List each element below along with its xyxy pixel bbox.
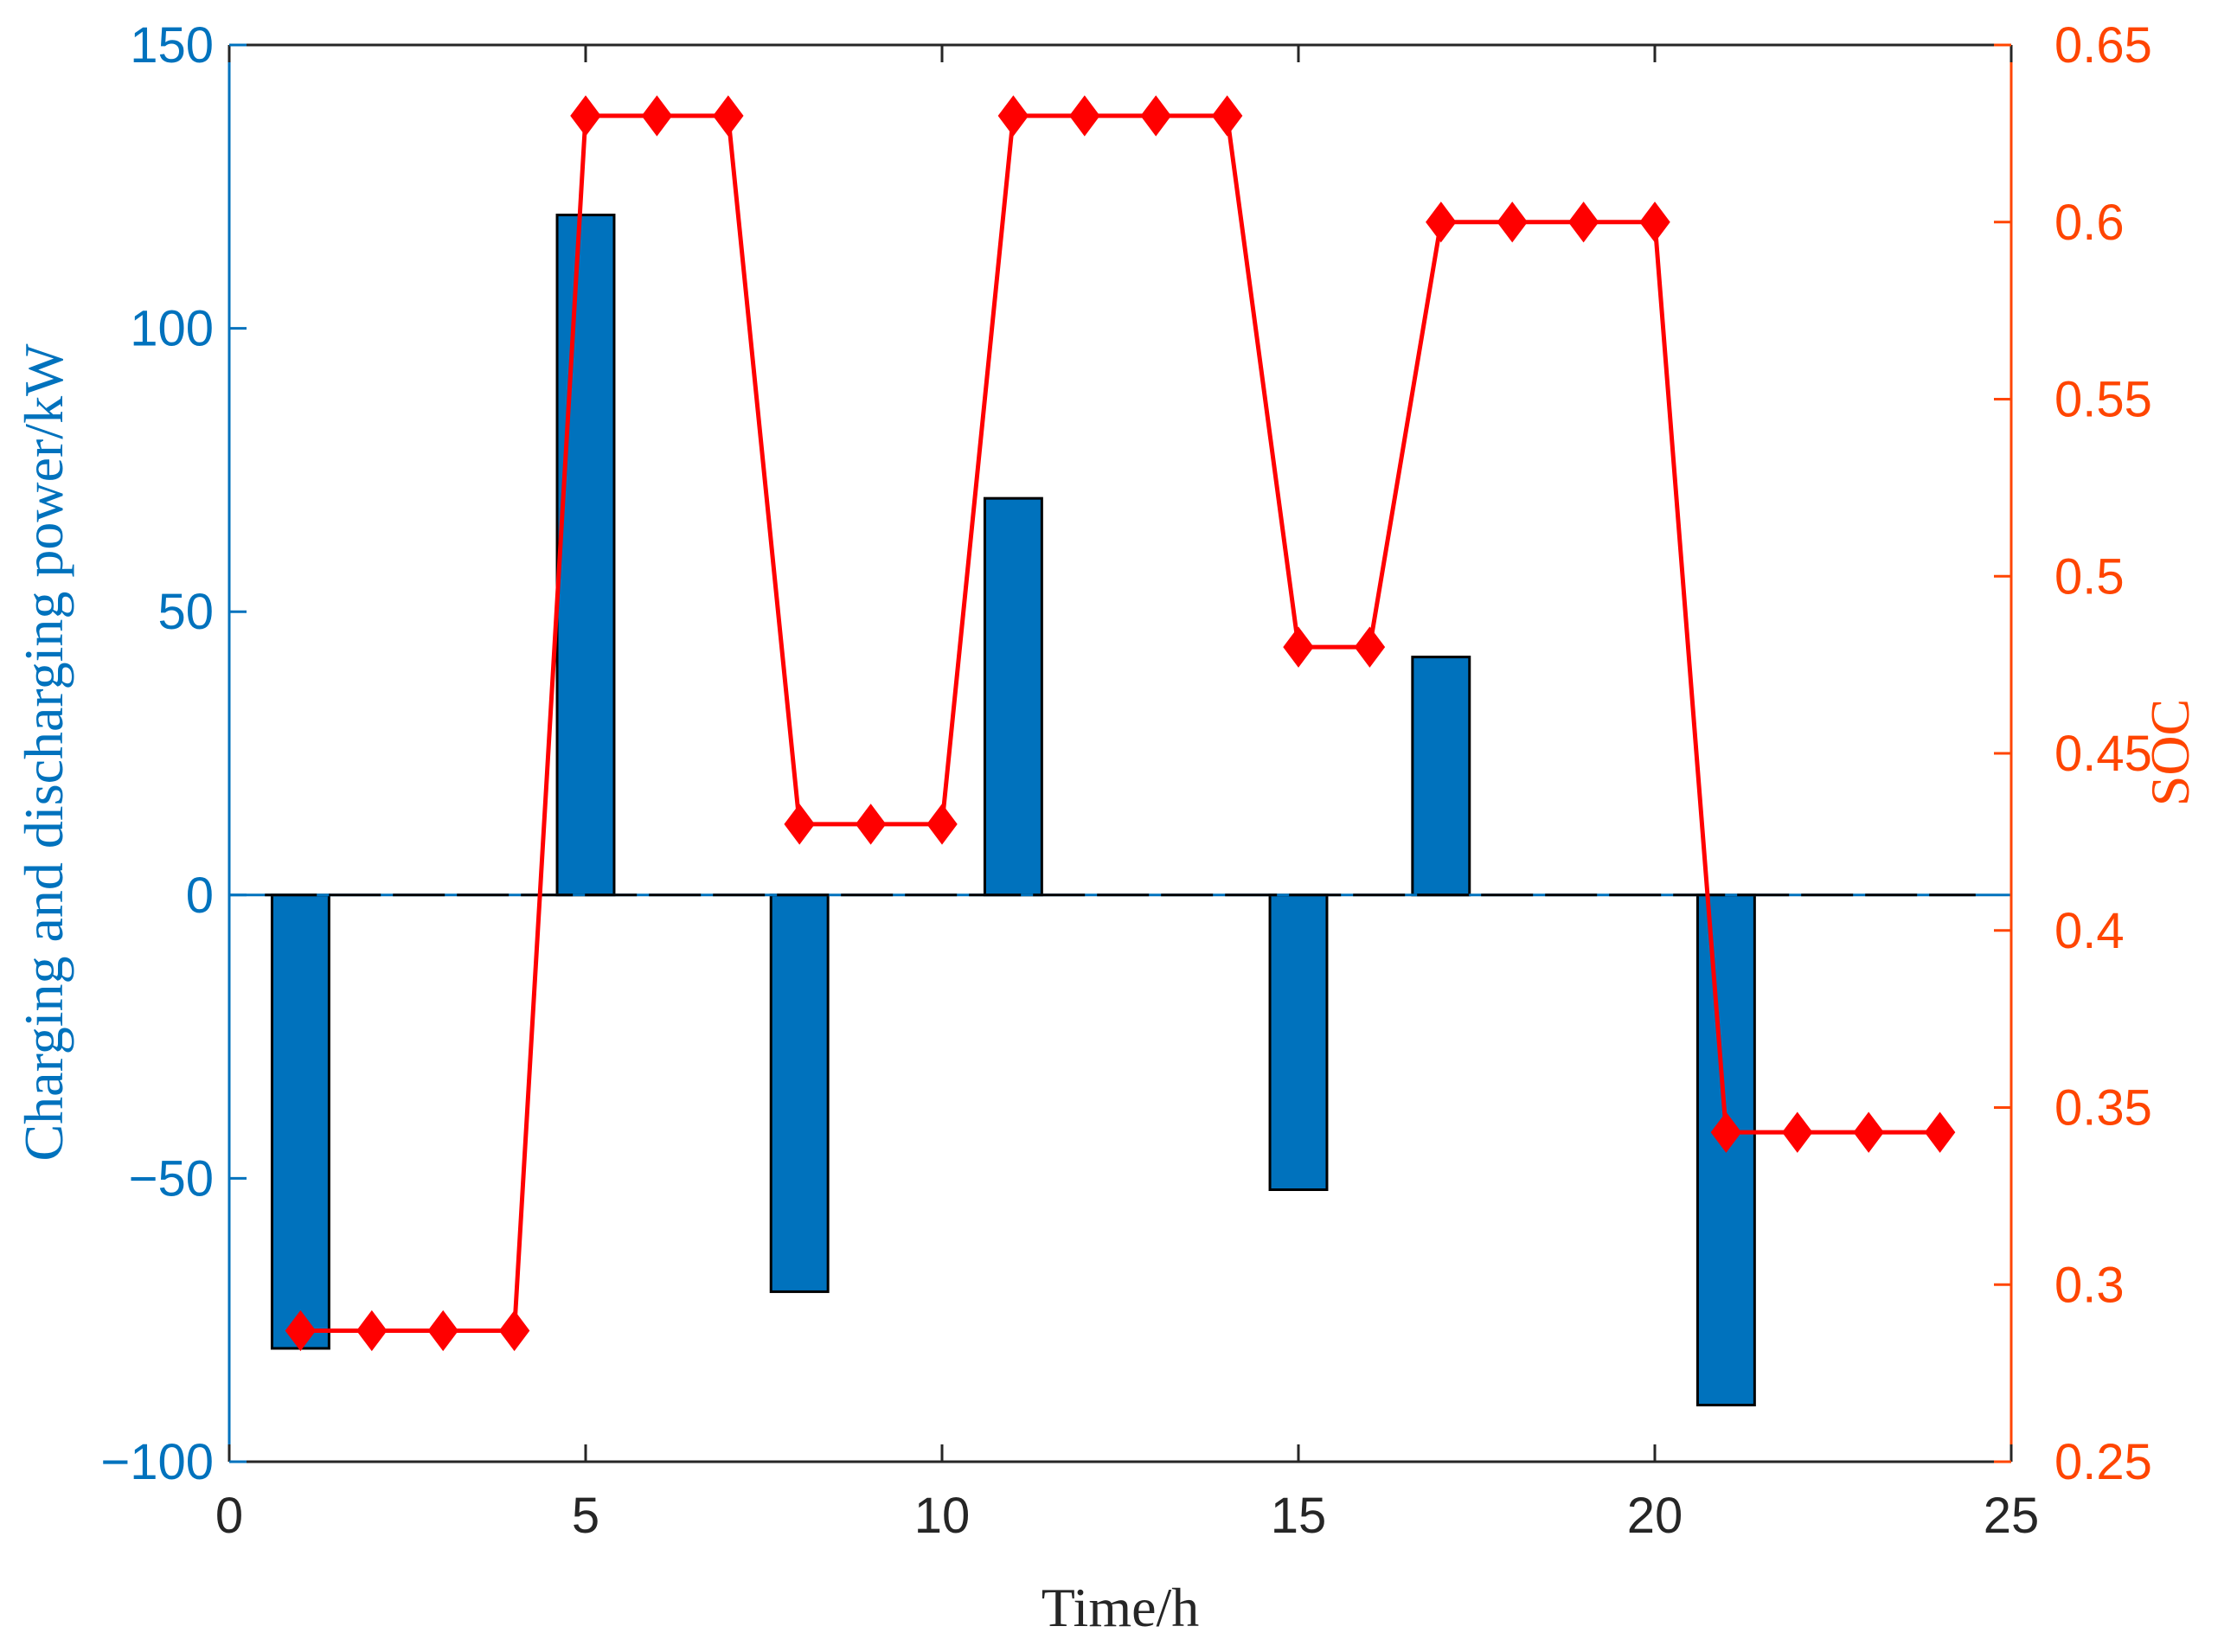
x-tick-label: 15 [1271,1488,1327,1544]
power-bar [769,893,830,1293]
soc-marker [1069,95,1100,137]
tick-labels: 0 5 10 15 20 25 −100 −50 0 50 100 150 0.25 0.3 0.35 0.4… [100,17,2152,1544]
x-tick-label: 0 [215,1488,243,1544]
right-tick-label: 0.55 [2054,372,2152,428]
left-tick-label: −100 [100,1434,214,1490]
soc-marker [926,804,958,845]
soc-marker [713,95,744,137]
soc-marker [784,804,815,845]
soc-marker [498,1309,530,1352]
soc-series [285,95,1956,1352]
soc-marker [1211,95,1243,137]
x-tick-label: 10 [914,1488,971,1544]
left-axis-label: Charging and discharging power/kW [13,343,74,1162]
left-tick-label: −50 [129,1150,214,1207]
soc-marker [1567,202,1599,243]
left-tick-label: 100 [130,301,214,357]
soc-marker [285,1309,317,1352]
soc-marker [1354,626,1386,668]
right-tick-label: 0.5 [2054,548,2125,605]
soc-marker [1924,1111,1956,1153]
left-tick-label: 150 [130,17,214,74]
power-bar [270,893,330,1350]
soc-marker [570,95,601,137]
soc-marker [1140,95,1171,137]
axes [228,43,2013,1463]
soc-marker [427,1309,458,1352]
soc-marker [997,95,1029,137]
x-tick-label: 20 [1627,1488,1683,1544]
soc-marker [855,804,887,845]
right-tick-label: 0.35 [2054,1080,2152,1137]
soc-marker [1639,202,1670,243]
right-axis-label: SOC [2139,699,2201,807]
soc-marker [1853,1111,1884,1153]
x-tick-label: 5 [572,1488,599,1544]
power-bar [983,496,1043,897]
right-tick-label: 0.3 [2054,1257,2125,1313]
power-bar [1411,656,1471,897]
x-axis-label: Time/h [1042,1577,1200,1638]
soc-marker [1283,626,1314,668]
right-tick-label: 0.6 [2054,195,2125,251]
soc-marker [1710,1111,1742,1153]
soc-marker [1782,1111,1813,1153]
right-tick-label: 0.65 [2054,17,2152,74]
left-tick-label: 50 [157,584,214,640]
left-tick-label: 0 [186,868,214,924]
soc-marker [356,1309,388,1352]
soc-line [300,113,1940,1333]
soc-marker [1426,202,1457,243]
right-tick-label: 0.25 [2054,1434,2152,1490]
power-bar [1268,893,1329,1192]
x-tick-label: 25 [1984,1488,2040,1544]
soc-marker [641,95,673,137]
soc-marker [1497,202,1528,243]
right-tick-label: 0.45 [2054,726,2152,782]
right-tick-label: 0.4 [2054,903,2125,959]
power-bar [555,214,616,897]
